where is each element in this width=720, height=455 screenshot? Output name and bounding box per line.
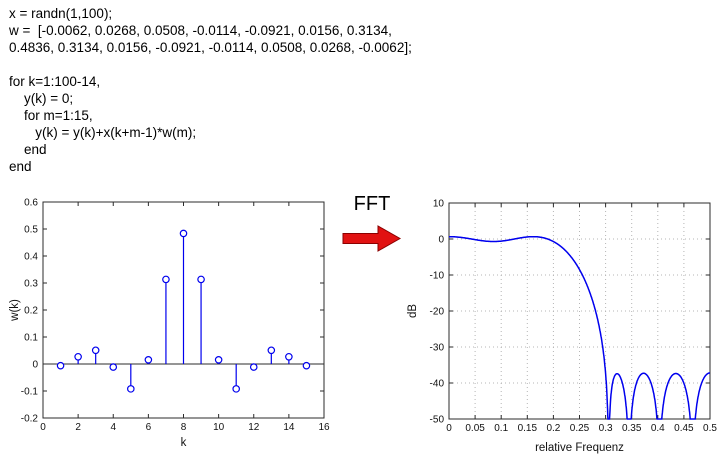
stem-marker [56,361,65,370]
stem-marker [109,363,118,371]
x-tick-label: 6 [146,422,152,433]
x-axis-label: k [181,437,187,449]
stem-marker [91,346,100,355]
y-tick-label: 0.5 [24,225,38,236]
stem-marker [214,355,223,364]
fft-arrow-icon [342,225,402,252]
y-tick-label: 0.6 [24,198,38,209]
stem-marker [74,352,82,361]
stem-marker [302,361,311,370]
x-tick-label: 12 [248,422,260,433]
y-tick-label: 0.1 [24,333,38,344]
y-tick-label: 0.3 [24,279,38,290]
y-tick-label: 0.2 [24,306,38,317]
stem-marker [249,363,258,371]
x-tick-label: 0.45 [674,423,694,434]
response-curve [449,235,711,420]
fft-label: FFT [353,193,391,215]
x-tick-label: 0 [40,422,46,433]
stem-marker [232,385,240,393]
x-tick-label: 8 [181,422,187,433]
x-axis-label: relative Frequenz [535,442,624,454]
x-tick-label: 0.4 [651,423,665,434]
y-tick-label: -40 [430,379,445,390]
x-tick-label: 0.35 [622,423,642,434]
stem-marker [144,355,153,364]
y-tick-label: 0 [32,360,38,371]
x-tick-label: 0.25 [570,423,590,434]
y-tick-label: 0.4 [24,252,38,263]
stem-marker [285,352,293,361]
stem-marker [197,275,205,284]
y-tick-label: -0.1 [21,387,39,398]
x-tick-label: 0.2 [546,423,560,434]
x-tick-label: 4 [110,422,116,433]
x-tick-label: 2 [75,422,81,433]
y-axis-label: w(k) [9,299,21,322]
y-tick-label: -30 [430,343,445,354]
x-tick-label: 10 [213,422,225,433]
matlab-code: x = randn(1,100); w = [-0.0062, 0.0268, … [9,6,412,174]
stem-marker [162,275,170,284]
stem-marker [127,385,135,393]
x-tick-label: 0.15 [518,423,538,434]
y-tick-label: -50 [430,415,445,426]
x-tick-label: 0.3 [599,423,613,434]
x-tick-label: 0.05 [465,423,485,434]
x-tick-label: 16 [318,422,330,433]
x-tick-label: 0 [446,423,452,434]
y-tick-label: 10 [433,199,445,210]
y-tick-label: -10 [430,271,445,282]
filter-coefficients-chart: 0 2 4 6 8 10 12 14 16 -0.2 -0.1 0 0.1 0.2 0.3 0.4 0.5 0.6… [9,198,330,450]
stem-marker [267,346,276,355]
fft-block: FFT [336,193,408,257]
y-tick-label: 0 [438,235,444,246]
frequency-response-chart: 0 0.05 0.1 0.15 0.2 0.25 0.3 0.35 0.4 0.45 0.5 -50 -… [407,199,717,455]
arrow-right-shape [342,225,402,252]
y-tick-label: -0.2 [21,414,39,425]
x-tick-label: 14 [283,422,295,433]
x-tick-label: 0.1 [494,423,508,434]
stem-marker [179,229,188,238]
x-tick-label: 0.5 [703,423,717,434]
y-axis-label: dB [407,304,419,318]
y-tick-label: -20 [430,307,445,318]
